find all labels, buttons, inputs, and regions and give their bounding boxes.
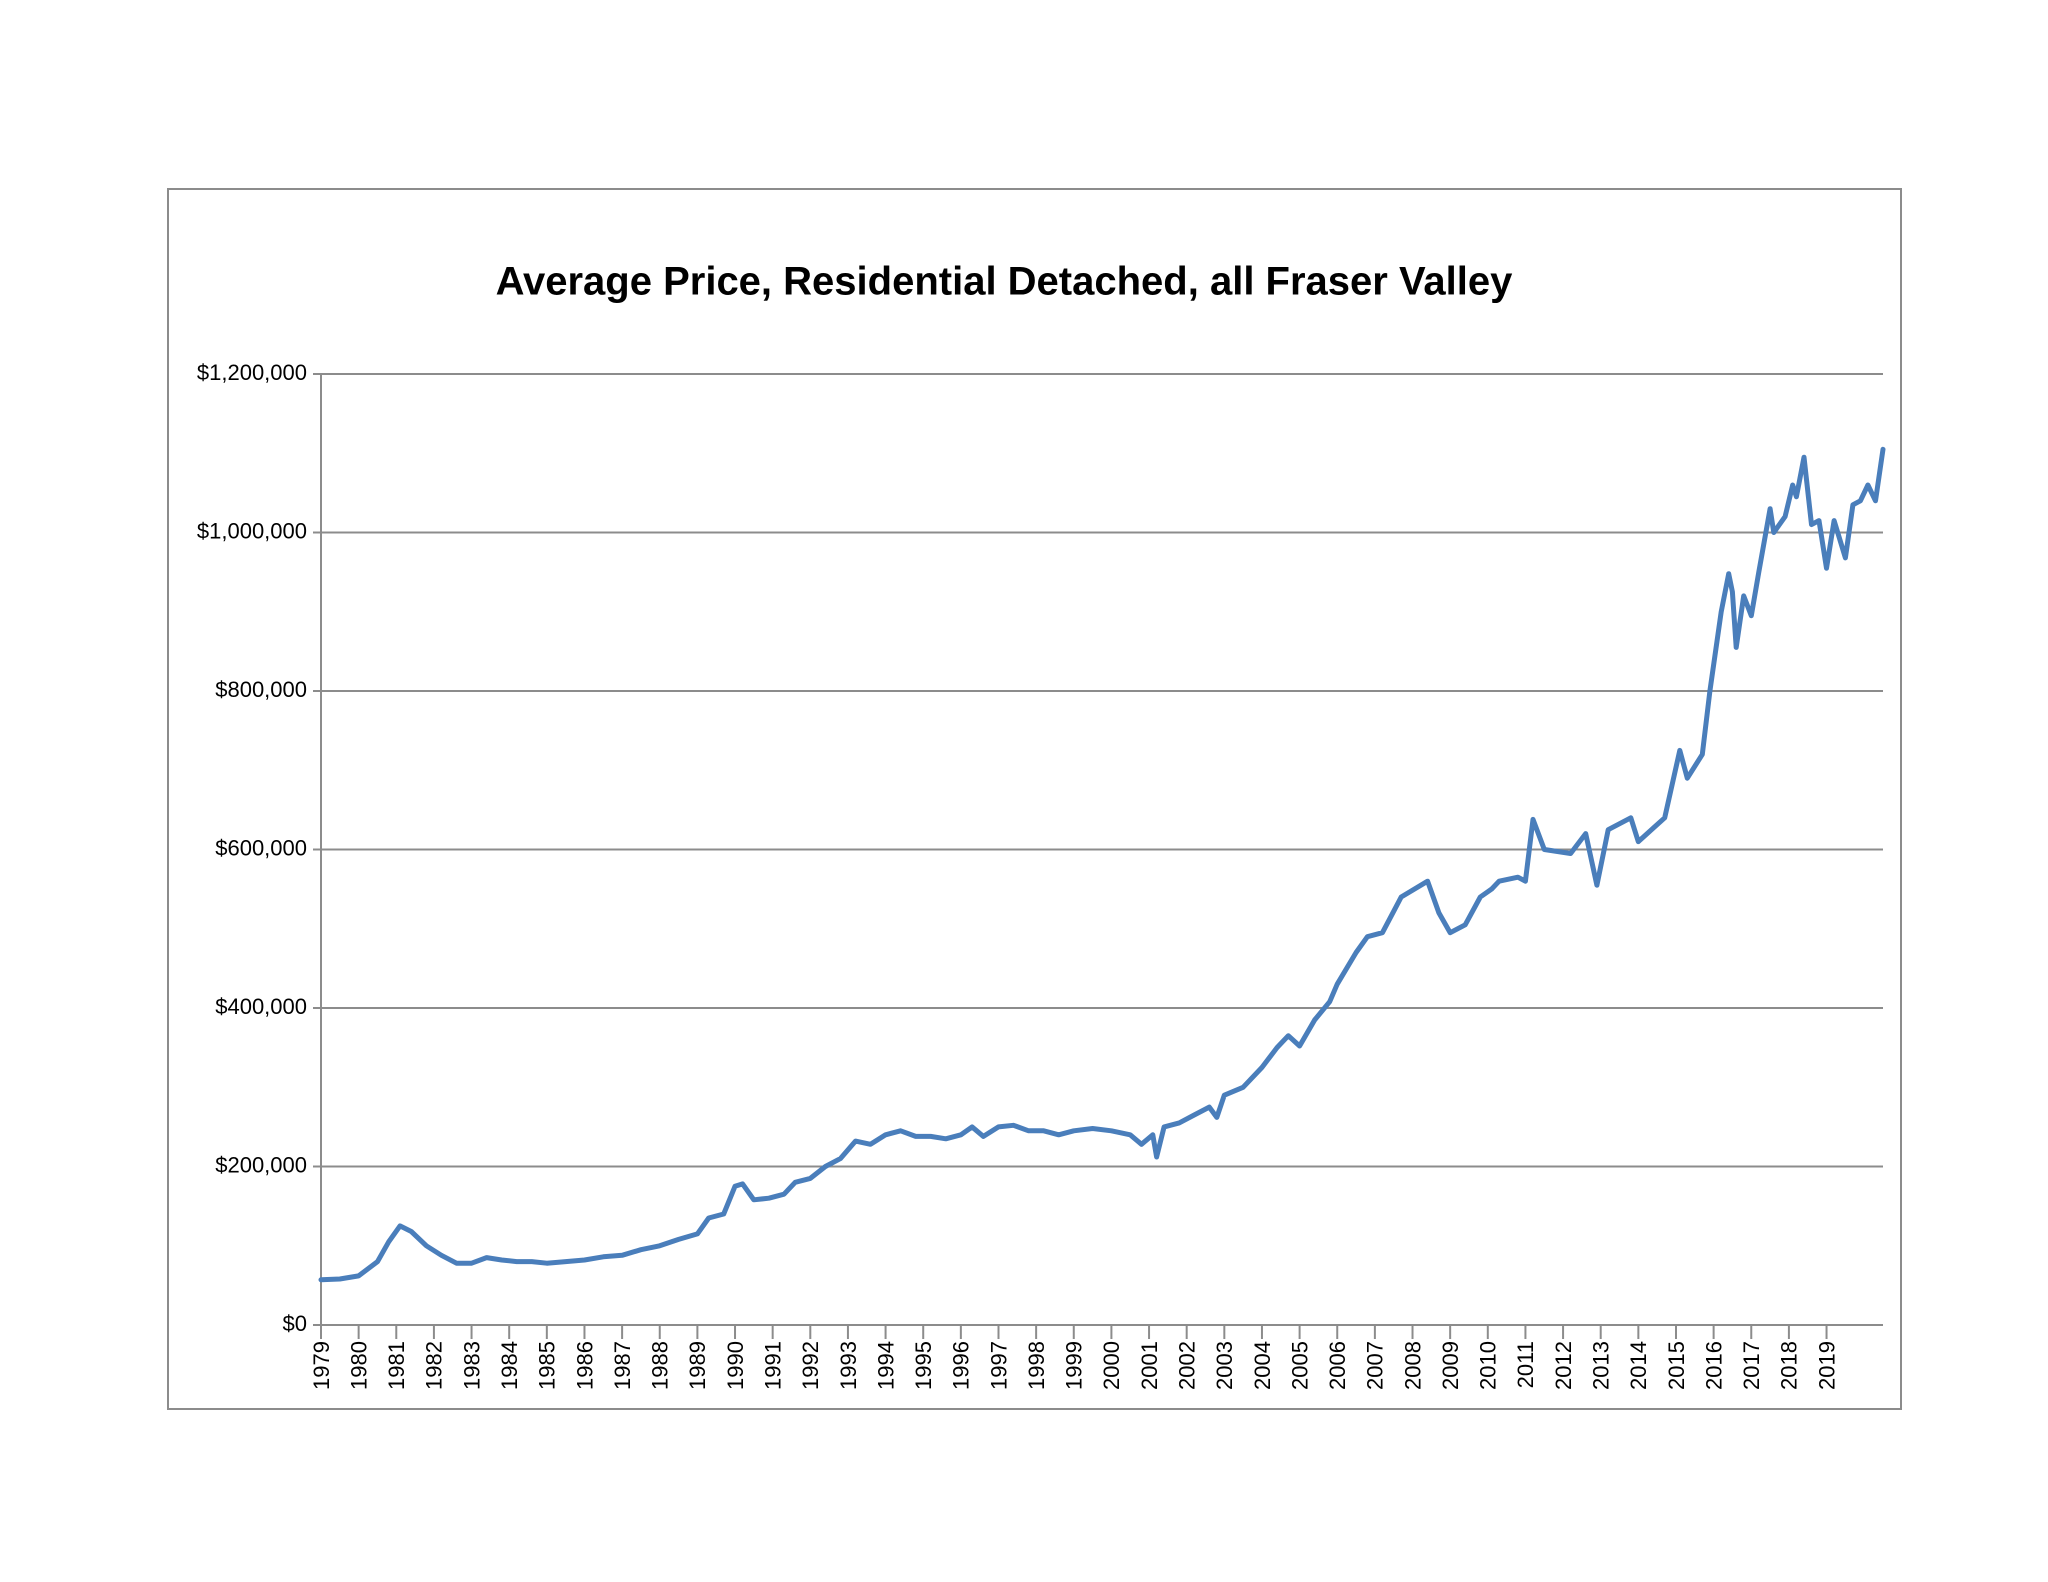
x-tick-label: 2000 [1099,1341,1124,1390]
x-tick-label: 1998 [1024,1341,1049,1390]
x-tick-label: 1997 [986,1341,1011,1390]
x-tick-label: 1994 [873,1341,898,1390]
x-tick-label: 2001 [1137,1341,1162,1390]
x-tick-label: 2002 [1174,1341,1199,1390]
x-tick-label: 1999 [1062,1341,1087,1390]
x-tick-label: 1986 [572,1341,597,1390]
x-tick-label: 1984 [497,1341,522,1390]
x-tick-label: 2010 [1476,1341,1501,1390]
chart-frame [167,188,1902,1410]
x-tick-label: 1996 [949,1341,974,1390]
y-tick-label: $1,000,000 [197,518,307,543]
x-tick-label: 2007 [1363,1341,1388,1390]
x-tick-label: 2009 [1438,1341,1463,1390]
x-tick-label: 1980 [346,1341,371,1390]
y-tick-label: $400,000 [215,994,307,1019]
x-tick-label: 1993 [836,1341,861,1390]
x-tick-label: 2012 [1551,1341,1576,1390]
x-tick-label: 2014 [1626,1341,1651,1390]
y-tick-label: $800,000 [215,677,307,702]
x-tick-label: 2003 [1212,1341,1237,1390]
x-tick-label: 1990 [723,1341,748,1390]
x-tick-label: 1995 [911,1341,936,1390]
x-tick-label: 2018 [1777,1341,1802,1390]
x-tick-label: 2017 [1739,1341,1764,1390]
price-line [318,446,1886,1283]
x-tick-label: 1983 [459,1341,484,1390]
x-tick-label: 2008 [1400,1341,1425,1390]
chart-title: Average Price, Residential Detached, all… [496,260,1514,304]
x-tick-label: 1987 [610,1341,635,1390]
x-tick-label: 1989 [685,1341,710,1390]
y-tick-label: $600,000 [215,835,307,860]
x-tick-label: 2015 [1664,1341,1689,1390]
y-tick-label: $0 [283,1311,307,1336]
x-tick-label: 2004 [1250,1341,1275,1390]
y-tick-label: $1,200,000 [197,360,307,385]
y-tick-label: $200,000 [215,1152,307,1177]
x-tick-label: 1982 [422,1341,447,1390]
x-tick-label: 2006 [1325,1341,1350,1390]
x-tick-label: 1988 [648,1341,673,1390]
x-tick-label: 2019 [1814,1341,1839,1390]
x-tick-label: 1985 [535,1341,560,1390]
x-tick-label: 1991 [760,1341,785,1390]
x-tick-label: 2011 [1513,1341,1538,1388]
x-tick-label: 2016 [1701,1341,1726,1390]
x-tick-label: 2013 [1589,1341,1614,1390]
x-tick-label: 1981 [384,1341,409,1390]
x-tick-label: 1979 [309,1341,334,1390]
x-tick-label: 1992 [798,1341,823,1390]
x-tick-label: 2005 [1287,1341,1312,1390]
